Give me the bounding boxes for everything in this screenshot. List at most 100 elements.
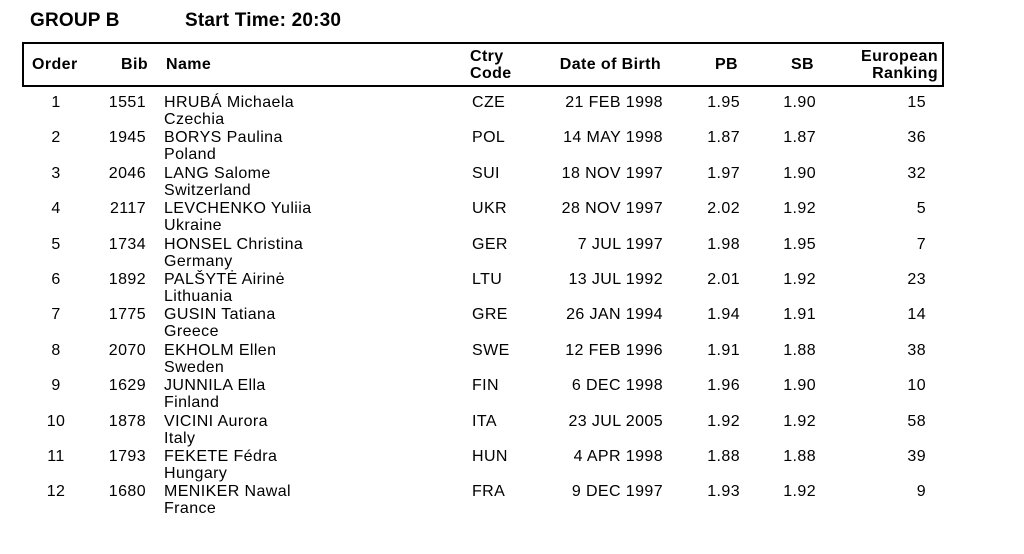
cell-sb: 1.87 <box>783 129 816 147</box>
cell-european-ranking: 32 <box>907 164 926 182</box>
cell-bib: 1945 <box>108 129 146 147</box>
athlete-name: HONSEL Christina <box>164 235 304 253</box>
cell-name: LANG Salome Switzerland <box>150 165 470 199</box>
cell-order: 5 <box>51 235 61 253</box>
column-header-sb: SB <box>740 56 816 73</box>
cell-country-code: POL <box>472 129 506 147</box>
cell-bib: 1629 <box>108 377 146 395</box>
cell-sb: 1.92 <box>783 200 816 218</box>
athlete-country: Germany <box>164 252 233 270</box>
athlete-country: Ukraine <box>164 217 222 235</box>
athlete-name: LANG Salome <box>164 164 271 182</box>
cell-bib: 1680 <box>108 483 146 501</box>
cell-order: 10 <box>46 412 66 430</box>
cell-bib: 1892 <box>108 270 146 288</box>
cell-country-code: GRE <box>472 306 508 324</box>
cell-country-code: SUI <box>472 164 500 182</box>
cell-bib: 1775 <box>108 306 146 324</box>
cell-bib: 1734 <box>108 235 146 253</box>
table-row: 12 1680 MENIKER Nawal France FRA 9 DEC 1… <box>22 482 944 517</box>
cell-european-ranking: 38 <box>907 341 926 359</box>
athlete-name: VICINI Aurora <box>164 412 268 430</box>
cell-bib: 2117 <box>109 200 146 218</box>
cell-european-ranking: 9 <box>916 483 926 501</box>
column-header-sb-label: SB <box>790 56 814 73</box>
table-header-row: Order Bib Name Ctry Code Date of Birth P… <box>22 42 944 87</box>
cell-country-code: FRA <box>472 483 506 501</box>
cell-name: LEVCHENKO Yuliia Ukraine <box>150 200 470 234</box>
cell-name: PALŠYTĖ Airinė Lithuania <box>150 271 470 305</box>
cell-name: GUSIN Tatiana Greece <box>150 306 470 340</box>
table-row: 5 1734 HONSEL Christina Germany GER 7 JU… <box>22 235 944 270</box>
cell-country-code: SWE <box>472 341 510 359</box>
cell-date-of-birth: 23 JUL 2005 <box>568 412 663 430</box>
athlete-country: Lithuania <box>164 287 233 305</box>
athlete-country: France <box>164 500 217 518</box>
cell-date-of-birth: 12 FEB 1996 <box>565 341 663 359</box>
athlete-name: GUSIN Tatiana <box>164 306 276 324</box>
column-header-dob-label: Date of Birth <box>559 56 661 73</box>
cell-order: 8 <box>51 341 61 359</box>
athlete-country: Switzerland <box>164 181 252 199</box>
table-row: 1 1551 HRUBÁ Michaela Czechia CZE 21 FEB… <box>22 93 944 128</box>
cell-pb: 1.92 <box>707 412 740 430</box>
column-header-order: Order <box>24 56 92 73</box>
cell-sb: 1.92 <box>783 483 816 501</box>
cell-pb: 1.98 <box>707 235 740 253</box>
cell-pb: 1.95 <box>707 94 740 111</box>
cell-date-of-birth: 4 APR 1998 <box>573 447 663 465</box>
athlete-country: Hungary <box>164 464 228 482</box>
athlete-name: LEVCHENKO Yuliia <box>164 200 312 218</box>
column-header-name: Name <box>152 56 468 73</box>
column-header-ctry-line1: Ctry <box>470 47 504 65</box>
cell-order: 4 <box>51 200 61 218</box>
cell-bib: 2070 <box>108 341 146 359</box>
table-row: 9 1629 JUNNILA Ella Finland FIN 6 DEC 19… <box>22 376 944 411</box>
cell-country-code: CZE <box>472 94 506 111</box>
cell-order: 9 <box>51 377 61 395</box>
cell-sb: 1.90 <box>783 94 816 111</box>
cell-sb: 1.95 <box>783 235 816 253</box>
cell-date-of-birth: 26 JAN 1994 <box>566 306 663 324</box>
cell-order: 12 <box>46 483 66 501</box>
cell-sb: 1.92 <box>783 412 816 430</box>
column-header-name-label: Name <box>166 56 212 73</box>
cell-country-code: LTU <box>472 270 503 288</box>
cell-bib: 1793 <box>108 447 146 465</box>
column-header-bib: Bib <box>92 56 152 73</box>
athlete-country: Greece <box>164 323 219 341</box>
cell-bib: 2046 <box>108 164 146 182</box>
cell-bib: 1551 <box>108 94 146 111</box>
table-row: 4 2117 LEVCHENKO Yuliia Ukraine UKR 28 N… <box>22 199 944 234</box>
athlete-country: Italy <box>164 429 196 447</box>
cell-date-of-birth: 9 DEC 1997 <box>571 483 663 501</box>
column-header-european-ranking: European Ranking <box>816 48 942 82</box>
cell-name: HONSEL Christina Germany <box>150 236 470 270</box>
cell-date-of-birth: 14 MAY 1998 <box>563 129 663 147</box>
column-header-ctry-code: Ctry Code <box>468 48 553 82</box>
cell-name: BORYS Paulina Poland <box>150 129 470 163</box>
cell-name: JUNNILA Ella Finland <box>150 377 470 411</box>
cell-date-of-birth: 18 NOV 1997 <box>561 164 663 182</box>
cell-name: FEKETE Fédra Hungary <box>150 448 470 482</box>
cell-order: 3 <box>51 164 61 182</box>
cell-country-code: FIN <box>472 377 499 395</box>
cell-order: 7 <box>51 306 61 324</box>
cell-date-of-birth: 6 DEC 1998 <box>571 377 663 395</box>
cell-pb: 2.01 <box>707 270 740 288</box>
group-title: GROUP B <box>30 10 120 31</box>
cell-european-ranking: 10 <box>907 377 926 395</box>
cell-pb: 1.87 <box>707 129 740 147</box>
cell-name: VICINI Aurora Italy <box>150 413 470 447</box>
table-row: 2 1945 BORYS Paulina Poland POL 14 MAY 1… <box>22 128 944 163</box>
cell-bib: 1878 <box>108 412 146 430</box>
cell-european-ranking: 36 <box>907 129 926 147</box>
cell-sb: 1.92 <box>783 270 816 288</box>
cell-order: 2 <box>51 129 61 147</box>
column-header-rank-line2: Ranking <box>872 64 938 82</box>
cell-sb: 1.91 <box>783 306 816 324</box>
cell-country-code: HUN <box>472 447 508 465</box>
column-header-pb: PB <box>661 56 740 73</box>
athlete-name: EKHOLM Ellen <box>164 341 277 359</box>
